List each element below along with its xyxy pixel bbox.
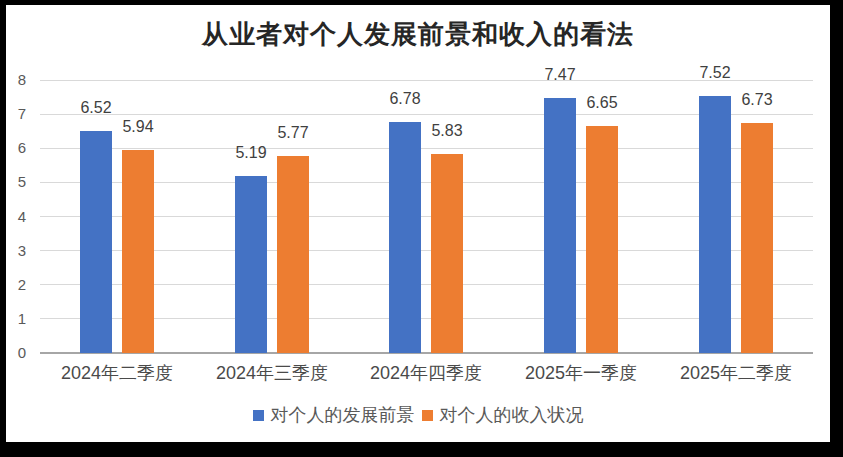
y-axis-tick-label-7: 7 — [6, 105, 26, 123]
data-label-income-2: 5.77 — [261, 123, 325, 143]
bar-development-2 — [235, 176, 267, 353]
y-axis-tick-label-6: 6 — [6, 139, 26, 157]
gridline-5 — [40, 182, 813, 183]
category-label-1: 2024年二季度 — [37, 363, 197, 383]
bar-development-3 — [389, 122, 421, 353]
plot-area: 0 1 2 3 4 5 6 7 8 6.525.94 2024年二季度 5.195.77 2024年三季… — [6, 5, 830, 442]
legend-item-development: 对个人的发展前景 — [253, 403, 415, 427]
legend-item-income: 对个人的收入状况 — [422, 403, 584, 427]
y-axis-tick-label-0: 0 — [6, 344, 26, 362]
legend-label-income: 对个人的收入状况 — [440, 403, 584, 427]
y-axis-tick-label-1: 1 — [6, 310, 26, 328]
data-label-income-3: 5.83 — [415, 121, 479, 141]
y-axis-tick-label-3: 3 — [6, 242, 26, 260]
bar-development-5 — [699, 96, 731, 353]
gridline-6 — [40, 148, 813, 149]
chart-canvas: 从业者对个人发展前景和收入的看法 0123456786.525.942024年二… — [6, 5, 830, 442]
gridline-7 — [40, 114, 813, 115]
bar-income-2 — [277, 156, 309, 353]
y-axis-tick-label-8: 8 — [6, 71, 26, 89]
category-label-4: 2025年一季度 — [501, 363, 661, 383]
gridline-3 — [40, 250, 813, 251]
legend-label-development: 对个人的发展前景 — [271, 403, 415, 427]
y-axis-tick-label-4: 4 — [6, 208, 26, 226]
bar-income-1 — [122, 150, 154, 353]
category-label-3: 2024年四季度 — [346, 363, 506, 383]
data-label-development-3: 6.78 — [373, 89, 437, 109]
data-label-development-5: 7.52 — [683, 63, 747, 83]
data-label-development-4: 7.47 — [528, 65, 592, 85]
data-label-income-4: 6.65 — [570, 93, 634, 113]
bar-development-1 — [80, 131, 112, 353]
bar-income-4 — [586, 126, 618, 353]
x-axis-line — [40, 352, 813, 354]
legend-swatch-income — [422, 410, 433, 421]
category-label-5: 2025年二季度 — [656, 363, 816, 383]
data-label-development-2: 5.19 — [219, 143, 283, 163]
legend: 对个人的发展前景 对个人的收入状况 — [6, 403, 830, 427]
gridline-1 — [40, 318, 813, 319]
legend-swatch-development — [253, 410, 264, 421]
y-axis-tick-label-5: 5 — [6, 173, 26, 191]
y-axis-tick-label-2: 2 — [6, 276, 26, 294]
data-label-development-1: 6.52 — [64, 98, 128, 118]
bar-income-3 — [431, 154, 463, 353]
bar-development-4 — [544, 98, 576, 353]
gridline-4 — [40, 216, 813, 217]
data-label-income-1: 5.94 — [106, 117, 170, 137]
gridline-2 — [40, 284, 813, 285]
data-label-income-5: 6.73 — [725, 90, 789, 110]
bar-income-5 — [741, 123, 773, 353]
category-label-2: 2024年三季度 — [192, 363, 352, 383]
